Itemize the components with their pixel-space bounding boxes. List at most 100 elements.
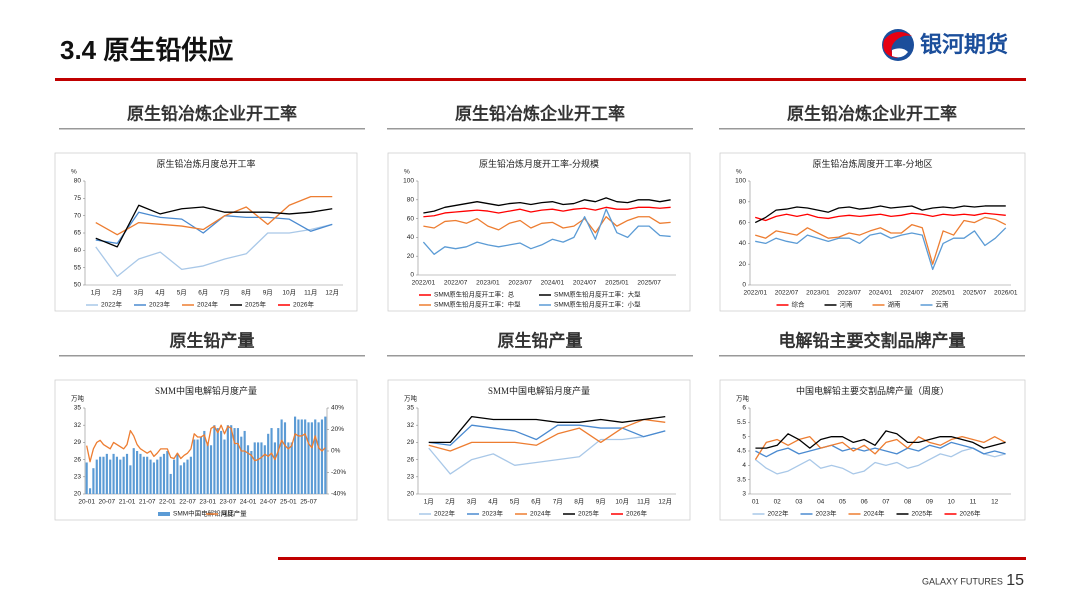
bar	[246, 445, 250, 494]
bar	[102, 456, 105, 494]
bar	[206, 442, 209, 494]
bar	[257, 442, 260, 494]
y2-tick-label: 0%	[331, 448, 341, 455]
series-line	[95, 195, 333, 236]
legend-swatch	[158, 512, 170, 516]
legend-label: 湖南	[888, 300, 902, 309]
legend-label: SMM原生铅月度开工率：中型	[434, 300, 521, 309]
y-unit: 万吨	[404, 394, 418, 403]
bar	[189, 456, 192, 494]
bar	[263, 445, 266, 494]
x-tick-label: 04	[817, 499, 825, 506]
bar	[236, 428, 240, 494]
legend-label: 2022年	[101, 300, 122, 309]
y-tick-label: 20	[407, 253, 415, 260]
series-line	[755, 430, 1006, 449]
series-line	[755, 447, 1006, 475]
slide-title: 3.4 原生铅供应	[60, 35, 233, 65]
legend-label: 2022年	[768, 509, 789, 518]
y-tick-label: 50	[74, 282, 82, 289]
bar	[304, 419, 307, 494]
legend-label: 2024年	[864, 509, 885, 518]
x-tick-label: 2025/07	[637, 280, 661, 287]
x-tick-label: 2024/07	[573, 280, 597, 287]
bar	[203, 430, 206, 494]
y-tick-label: 70	[74, 212, 82, 219]
x-tick-label: 4月	[155, 289, 165, 297]
x-tick-label: 2025/07	[963, 290, 987, 297]
bar	[109, 459, 112, 494]
y-unit: 万吨	[736, 394, 750, 403]
legend-label: 云南	[936, 300, 950, 309]
x-tick-label: 8月	[241, 289, 251, 297]
x-tick-label: 2024/01	[541, 280, 565, 287]
y-unit: %	[736, 169, 742, 176]
x-tick-label: 2022/07	[444, 280, 468, 287]
bar	[199, 436, 203, 494]
x-tick-label: 08	[904, 499, 912, 506]
bar	[283, 422, 287, 494]
x-tick-label: 1月	[91, 289, 101, 297]
x-tick-label: 06	[861, 499, 869, 506]
chart-panel	[54, 379, 358, 521]
x-tick-label: 23-07	[220, 499, 237, 506]
series-line	[754, 205, 1006, 224]
x-tick-label: 09	[926, 499, 934, 506]
bar	[300, 419, 303, 494]
chart-panel	[54, 152, 358, 312]
bar	[277, 428, 280, 494]
x-tick-label: 1月	[424, 498, 434, 506]
legend-label: 2023年	[482, 509, 503, 518]
series-line	[423, 197, 671, 214]
series-line	[428, 430, 666, 475]
series-line	[95, 211, 333, 245]
y-tick-label: 75	[74, 195, 82, 202]
x-tick-label: 22-01	[159, 499, 176, 506]
chart-title: 原生铅冶炼周度开工率-分地区	[813, 158, 933, 169]
x-tick-label: 12	[991, 499, 999, 506]
bar	[243, 430, 246, 494]
series-line	[754, 436, 1006, 460]
x-tick-label: 8月	[574, 498, 584, 506]
series-line	[423, 216, 671, 234]
y-tick-label: 5.5	[737, 419, 746, 426]
legend-label: 2024年	[530, 509, 551, 518]
section-title: 电解铅主要交割品牌产量	[779, 330, 966, 350]
x-tick-label: 24-01	[240, 499, 257, 506]
y-tick-label: 80	[74, 178, 82, 185]
bar	[122, 456, 125, 494]
y-tick-label: 29	[407, 439, 415, 446]
y-tick-label: 80	[407, 197, 415, 204]
bar	[132, 448, 135, 494]
page-number: 15	[1006, 572, 1024, 589]
bar	[136, 451, 139, 494]
y-tick-label: 26	[74, 456, 82, 463]
bar	[270, 428, 273, 494]
bar	[230, 425, 233, 494]
y-tick-label: 40	[407, 234, 415, 241]
legend-label: 2026年	[626, 509, 647, 518]
y-tick-label: 20	[739, 261, 747, 268]
x-tick-label: 21-01	[119, 499, 136, 506]
y-tick-label: 60	[74, 247, 82, 254]
y-tick-label: 80	[739, 199, 747, 206]
x-tick-label: 3月	[467, 498, 477, 506]
bar	[186, 459, 189, 494]
y-tick-label: 55	[74, 264, 82, 271]
y-tick-label: 29	[74, 439, 82, 446]
bar	[307, 422, 310, 494]
bar	[152, 462, 155, 494]
bar	[209, 445, 213, 494]
x-tick-label: 2022/01	[743, 290, 767, 297]
legend-label: 2024年	[197, 300, 218, 309]
x-tick-label: 2024/01	[869, 290, 893, 297]
bar	[273, 442, 276, 494]
bar	[260, 442, 263, 494]
bar	[95, 459, 98, 494]
x-tick-label: 07	[882, 499, 890, 506]
logo-text: 银河期货	[920, 32, 1008, 57]
x-tick-label: 11月	[637, 498, 650, 506]
x-tick-label: 7月	[553, 498, 563, 506]
y2-tick-label: 40%	[331, 405, 344, 412]
bar	[172, 459, 176, 494]
